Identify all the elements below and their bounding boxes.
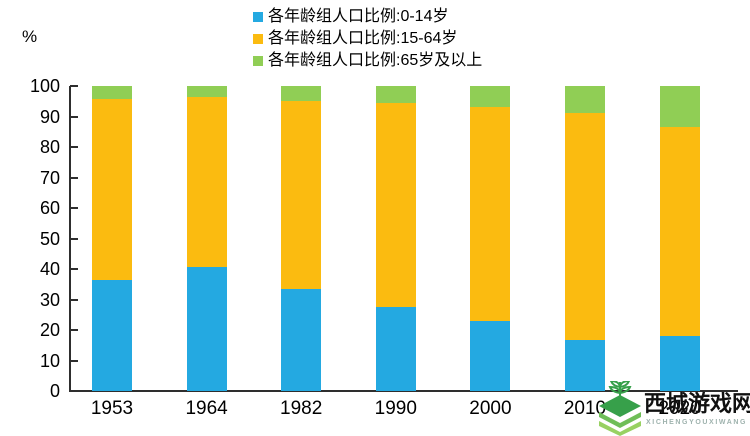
bar-1964 — [186, 86, 227, 391]
legend-item-0: 各年龄组人口比例:0-14岁 — [253, 6, 482, 28]
legend-swatch-icon — [253, 56, 263, 66]
legend-item-2: 各年龄组人口比例:65岁及以上 — [253, 50, 482, 72]
bar-segment-1964-series0 — [186, 266, 227, 391]
y-tick-label: 20 — [39, 320, 60, 340]
y-tick-label: 100 — [29, 76, 60, 96]
bar-2000 — [470, 86, 511, 391]
y-tick-mark — [70, 390, 78, 392]
x-axis-label-1982: 1982 — [280, 398, 323, 419]
y-tick-label: 50 — [39, 228, 60, 249]
bar-segment-1982-series2 — [281, 86, 322, 101]
bar-segment-2020-series0 — [659, 336, 700, 391]
bar-2010 — [565, 86, 605, 391]
x-axis-line — [69, 390, 738, 392]
bar-segment-1964-series1 — [186, 97, 227, 267]
x-axis-label-1953: 1953 — [90, 398, 134, 419]
bar-segment-2000-series2 — [470, 86, 511, 108]
x-axis-label-1964: 1964 — [185, 398, 228, 419]
bar-segment-2010-series2 — [565, 86, 605, 114]
legend-label: 各年龄组人口比例:65岁及以上 — [268, 52, 483, 69]
legend: 各年龄组人口比例:0-14岁 各年龄组人口比例:15-64岁各年龄组人口比例:65… — [253, 6, 482, 72]
watermark-wheat-logo — [599, 381, 641, 436]
bar-segment-2000-series1 — [470, 107, 511, 322]
x-axis-label-2010: 2010 — [563, 398, 607, 419]
x-axis-label-2000: 2000 — [469, 398, 512, 419]
watermark-site-latin: XICHENGYOUXIWANG — [646, 419, 748, 426]
y-tick-mark — [70, 359, 78, 362]
y-tick-label: 30 — [39, 289, 60, 310]
bar-segment-1990-series0 — [375, 306, 416, 391]
x-axis-label-2020: 2020 — [658, 398, 701, 419]
bar-segment-1953-series1 — [92, 99, 132, 281]
bar-segment-1953-series2 — [92, 86, 132, 100]
y-tick-mark — [70, 146, 78, 148]
bar-2020 — [659, 86, 700, 391]
y-axis-unit-label: % — [22, 27, 38, 46]
y-tick-label: 70 — [39, 167, 60, 188]
legend-swatch-icon — [253, 12, 263, 22]
bar-segment-1982-series1 — [281, 100, 322, 289]
legend-swatch-icon — [253, 34, 263, 44]
x-axis-label-1990: 1990 — [374, 398, 417, 419]
y-tick-label: 10 — [39, 350, 60, 371]
y-tick-label: 60 — [39, 198, 60, 218]
bar-segment-1953-series0 — [92, 280, 132, 391]
y-tick-label: 90 — [39, 106, 60, 127]
watermark: 西城游戏网 XICHENGYOUXIWANG — [597, 381, 750, 436]
y-tick-label: 80 — [39, 137, 60, 157]
legend-label: 各年龄组人口比例:0-14岁 — [268, 8, 449, 25]
y-tick-label: 40 — [39, 259, 60, 279]
bar-segment-2000-series0 — [470, 321, 511, 391]
watermark-site-name: 西城游戏网 — [644, 391, 750, 416]
bar-1982 — [281, 86, 322, 391]
legend-label: 各年龄组人口比例:15-64岁 — [268, 30, 458, 47]
y-tick-mark — [70, 115, 78, 118]
y-tick-mark — [70, 329, 78, 331]
legend-item-1: 各年龄组人口比例:15-64岁 — [253, 28, 482, 50]
y-tick-mark — [70, 237, 78, 240]
bar-segment-2020-series2 — [659, 86, 700, 128]
plot-area — [70, 86, 738, 391]
y-tick-mark — [70, 268, 78, 270]
bar-segment-1982-series0 — [281, 288, 322, 391]
bar-segment-2010-series1 — [565, 113, 605, 341]
bar-1953 — [92, 86, 132, 391]
bar-1990 — [375, 86, 416, 391]
y-tick-mark — [70, 176, 78, 179]
y-tick-mark — [70, 207, 78, 209]
bar-segment-1964-series2 — [186, 86, 227, 97]
bar-segment-2020-series1 — [659, 127, 700, 337]
bar-segment-2010-series0 — [565, 340, 605, 391]
bar-segment-1990-series2 — [375, 86, 416, 104]
y-tick-mark — [70, 298, 78, 301]
y-tick-label: 0 — [49, 381, 60, 401]
y-tick-mark — [70, 85, 78, 87]
bar-segment-1990-series1 — [375, 103, 416, 307]
